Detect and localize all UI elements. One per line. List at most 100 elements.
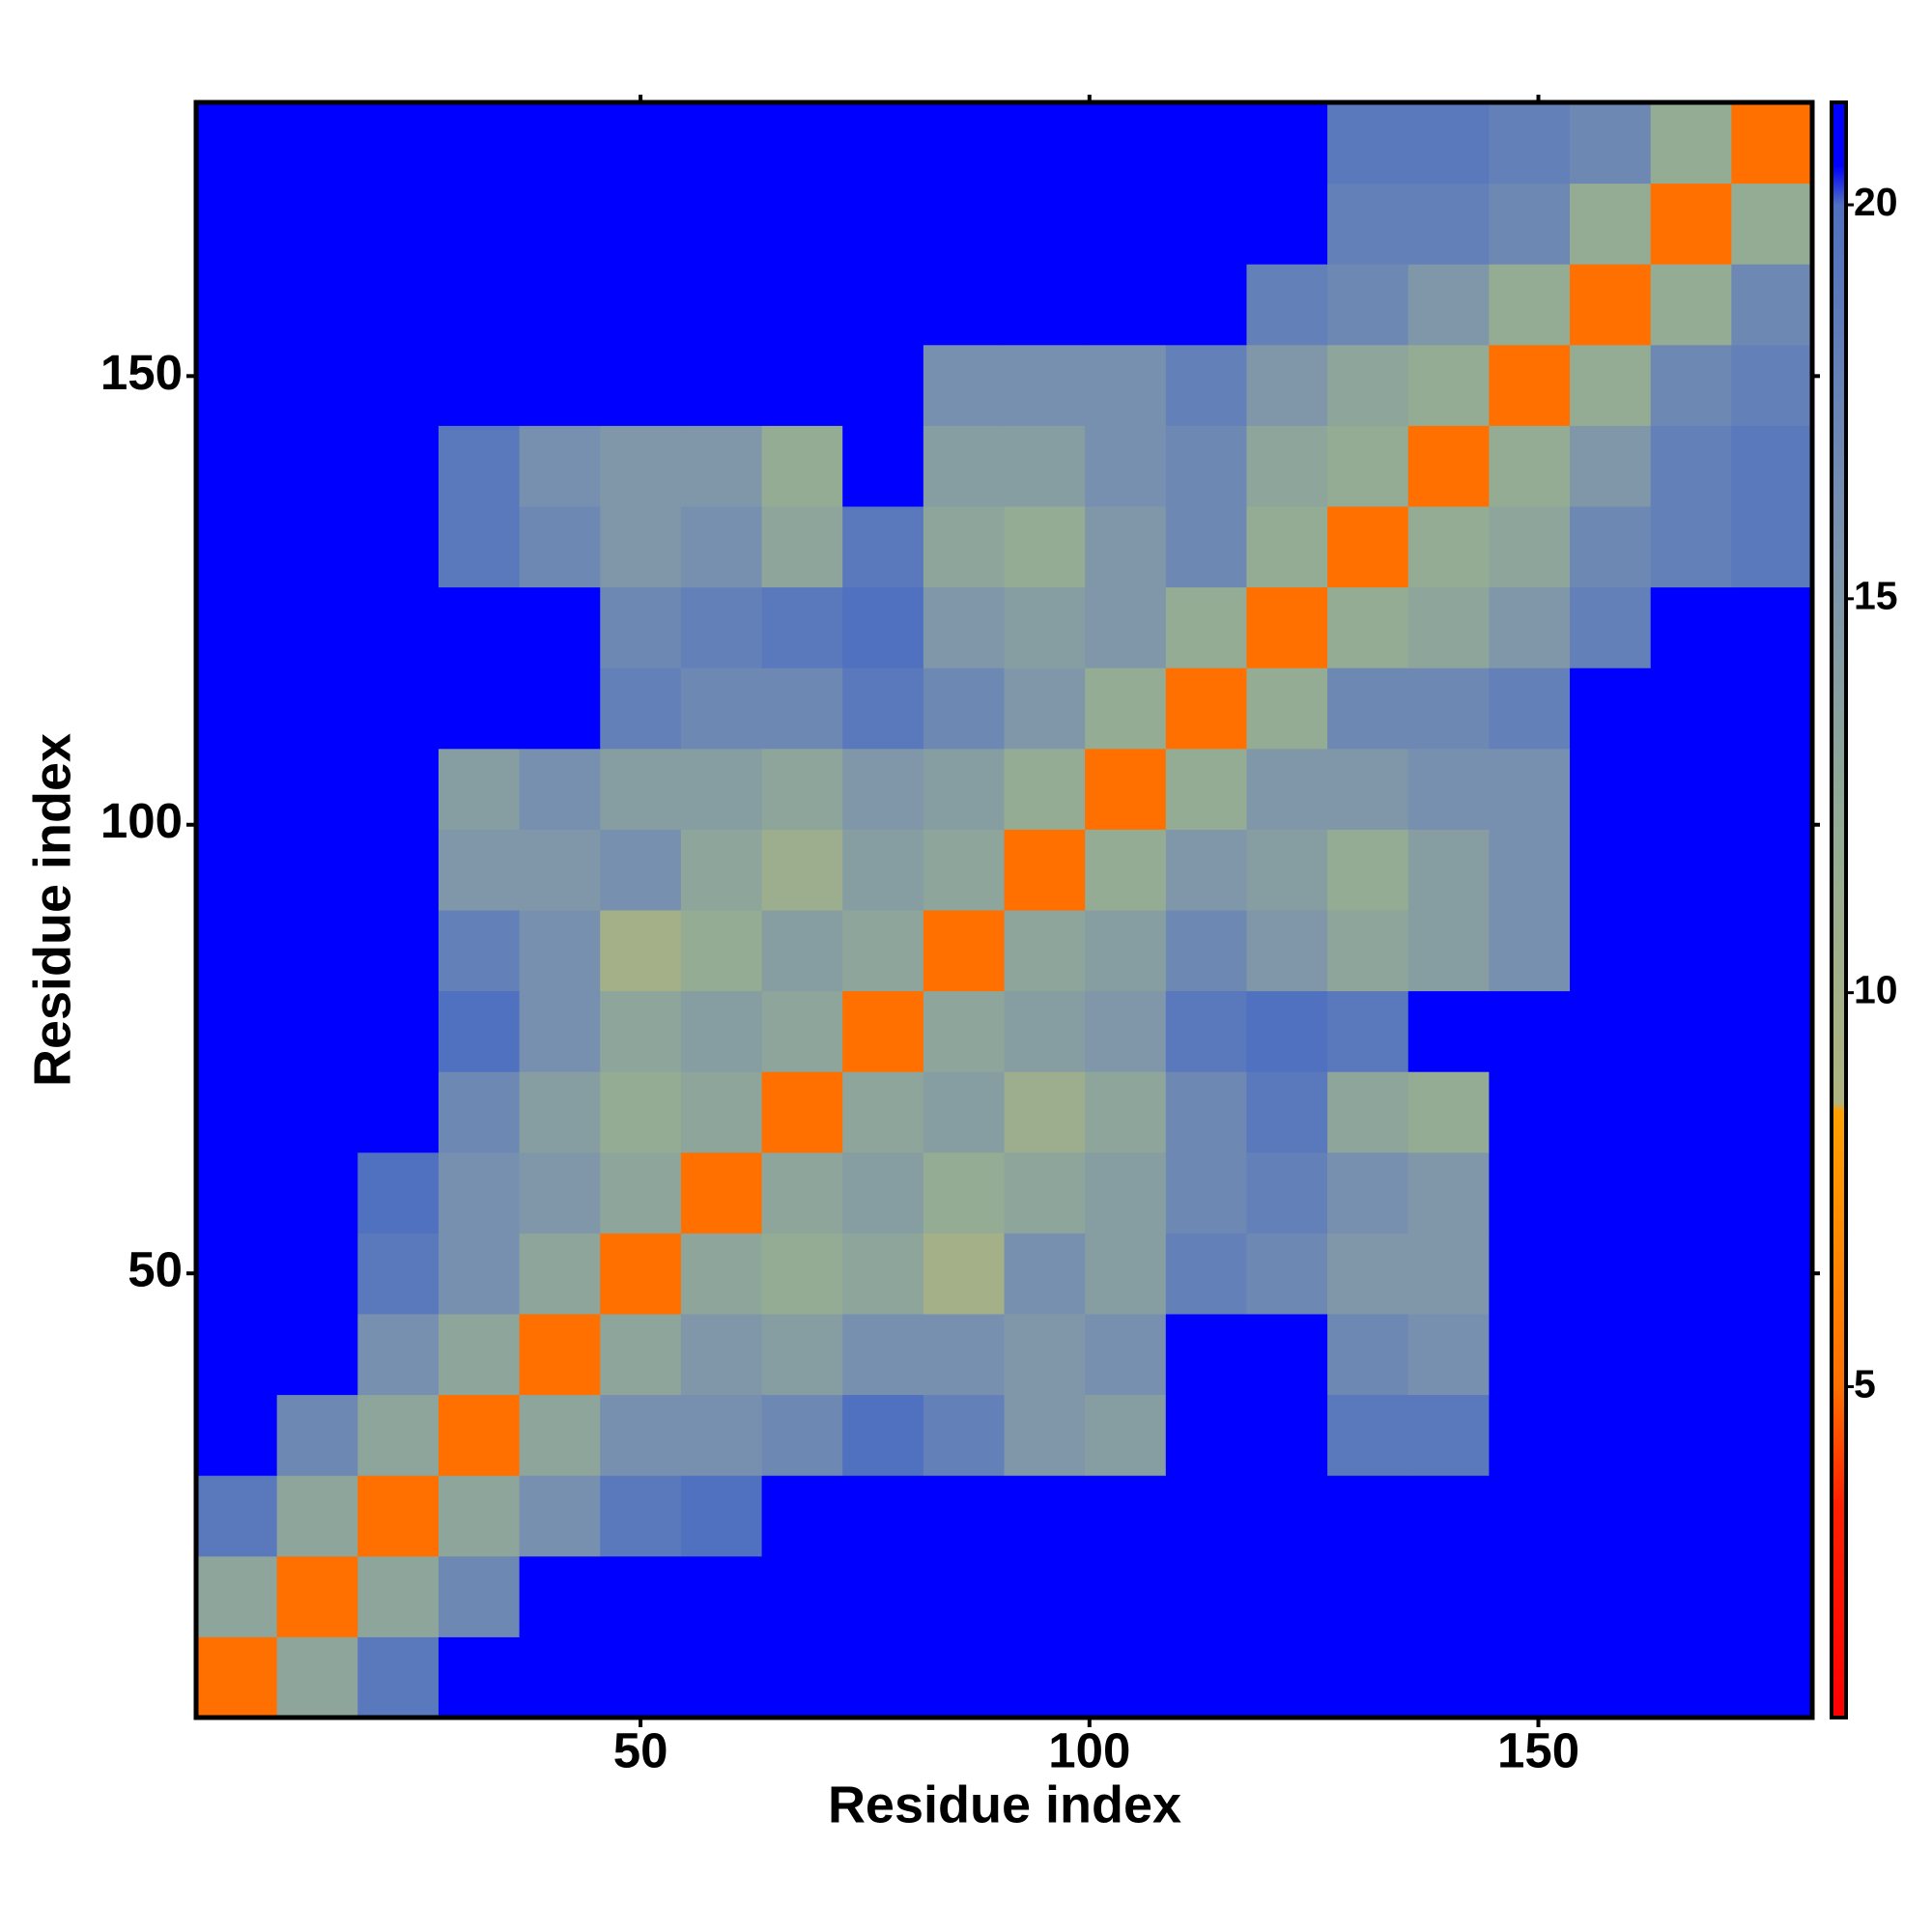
heatmap-cell [357,102,440,185]
heatmap-cell [1489,1233,1571,1315]
heatmap-cell [761,1394,843,1476]
heatmap-cell [196,1151,278,1234]
heatmap-cell [196,1233,278,1315]
heatmap-cell [1570,183,1652,265]
heatmap-cell [1327,425,1409,507]
heatmap-cell [276,344,358,426]
heatmap-cell [1085,1555,1167,1637]
heatmap-cell [1731,1636,1813,1719]
heatmap-cell [519,425,601,507]
colorbar-tick-label: 10 [1854,967,1898,1011]
heatmap-cell [761,1475,843,1557]
heatmap-cell [519,344,601,426]
heatmap-cell [357,183,440,265]
heatmap-cell [1085,1151,1167,1234]
heatmap-cell [600,425,682,507]
heatmap-cell [1570,1555,1652,1637]
heatmap-cell [1407,1233,1490,1315]
heatmap-cell [842,425,924,507]
heatmap-cell [196,1636,278,1719]
heatmap-cell [357,1555,440,1637]
heatmap-cell [1407,264,1490,346]
heatmap-cell [761,990,843,1072]
heatmap-cell [1570,829,1652,911]
heatmap-cell [680,748,763,830]
heatmap-cell [1407,102,1490,185]
heatmap-cell [761,102,843,185]
heatmap-cell [1407,506,1490,588]
heatmap-cell [1165,1394,1247,1476]
heatmap-cell [923,1636,1005,1719]
heatmap-cell [276,748,358,830]
heatmap-cell [761,425,843,507]
heatmap-cell [1246,1071,1328,1153]
heatmap-cell [438,586,521,668]
heatmap-cell [196,990,278,1072]
heatmap-cell [1489,183,1571,265]
heatmap-cell [761,1233,843,1315]
heatmap-cell [357,586,440,668]
x-tick-label: 150 [1497,1722,1579,1777]
heatmap-cell [680,668,763,750]
heatmap-cell [196,102,278,185]
heatmap-cell [600,264,682,346]
heatmap-cell [761,1071,843,1153]
colorbar-tick-label: 5 [1854,1361,1876,1406]
heatmap-cell [1327,1555,1409,1637]
heatmap-cell [1004,748,1086,830]
heatmap-cell [680,506,763,588]
heatmap-cell [1407,1475,1490,1557]
heatmap-cell [1085,183,1167,265]
heatmap-cell [1731,1475,1813,1557]
heatmap-cell [1165,1636,1247,1719]
heatmap-cell [1327,990,1409,1072]
heatmap-cell [1327,264,1409,346]
heatmap-cell [1731,910,1813,992]
heatmap-cell [923,1394,1005,1476]
heatmap-cell [1407,910,1490,992]
heatmap-cell [357,1636,440,1719]
heatmap-cell [761,506,843,588]
heatmap-cell [1165,1071,1247,1153]
heatmap-cell [680,1555,763,1637]
heatmap-cell [1731,829,1813,911]
heatmap-cell [519,586,601,668]
heatmap-cell [923,1314,1005,1396]
heatmap-cell [680,829,763,911]
x-tick-label: 100 [1048,1722,1130,1777]
heatmap-cell [1085,748,1167,830]
heatmap-cell [1165,1555,1247,1637]
heatmap-cell [761,183,843,265]
heatmap-cell [1489,344,1571,426]
heatmap-cell [1004,425,1086,507]
heatmap-cell [1327,1394,1409,1476]
heatmap-cell [1650,425,1732,507]
heatmap-cell [1004,102,1086,185]
heatmap-cell [519,1555,601,1637]
heatmap-cell [1489,102,1571,185]
heatmap-cell [1731,425,1813,507]
heatmap-cell [1246,829,1328,911]
heatmap-cell [196,183,278,265]
heatmap-cell [276,425,358,507]
heatmap-cell [1246,1314,1328,1396]
colorbar-tick-label: 15 [1854,574,1898,618]
heatmap-cell [600,1314,682,1396]
heatmap-cell [1489,990,1571,1072]
heatmap-cell [1085,586,1167,668]
heatmap-cell [842,990,924,1072]
heatmap-cell [1407,586,1490,668]
heatmap-cell [357,1394,440,1476]
heatmap-cell [519,506,601,588]
heatmap-cell [196,1394,278,1476]
heatmap-cell [357,1475,440,1557]
heatmap-cell [1407,344,1490,426]
heatmap-cell [842,1314,924,1396]
heatmap-cell [1731,990,1813,1072]
heatmap-cell [1650,748,1732,830]
heatmap-cell [1085,506,1167,588]
heatmap-cell [1004,829,1086,911]
heatmap-cell [276,1555,358,1637]
heatmap-cell [1570,910,1652,992]
heatmap-cell [1570,102,1652,185]
